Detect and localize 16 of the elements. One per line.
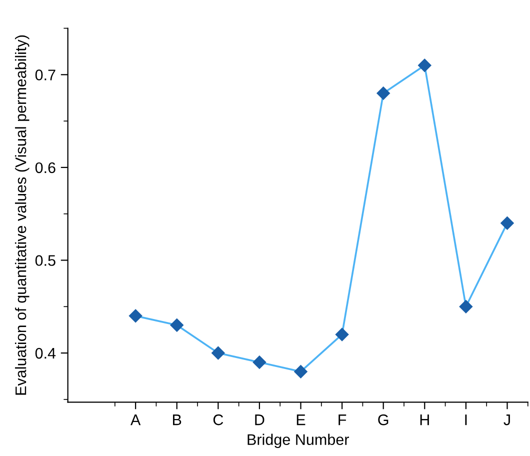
x-axis-title: Bridge Number bbox=[248, 434, 349, 448]
x-tick-label: J bbox=[504, 414, 510, 426]
x-tick-label: G bbox=[378, 414, 388, 426]
y-tick-label: 0.6 bbox=[35, 162, 56, 174]
x-tick-label: A bbox=[130, 414, 141, 426]
x-tick-label: D bbox=[255, 414, 264, 426]
y-tick-label: 0.7 bbox=[35, 70, 56, 80]
y-tick-label: 0.5 bbox=[35, 255, 56, 266]
x-tick-label: B bbox=[173, 414, 182, 426]
x-tick-label: E bbox=[296, 414, 306, 426]
x-tick-label: H bbox=[420, 414, 429, 426]
x-tick-label: I bbox=[465, 414, 467, 426]
x-tick-label: C bbox=[213, 414, 224, 426]
y-tick-label: 0.4 bbox=[35, 348, 56, 359]
y-axis-title: Evaluation of quantitative values (Visual permeability) bbox=[15, 35, 30, 395]
x-tick-label: F bbox=[338, 414, 346, 426]
